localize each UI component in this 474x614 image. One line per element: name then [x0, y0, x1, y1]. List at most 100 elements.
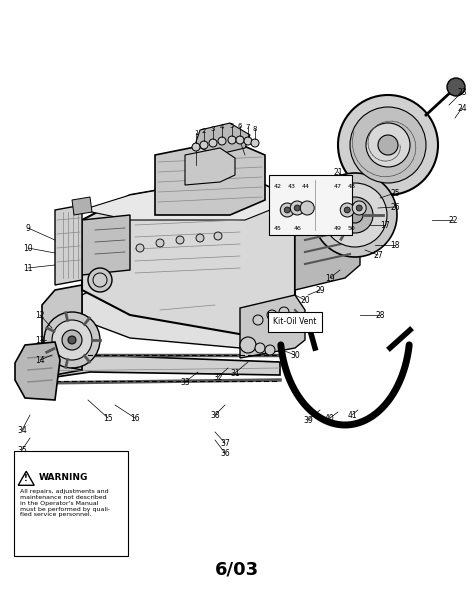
Circle shape [337, 197, 373, 233]
Circle shape [156, 239, 164, 247]
Text: 7: 7 [246, 124, 250, 130]
Circle shape [26, 362, 44, 380]
Text: 22: 22 [448, 216, 458, 225]
Bar [268, 312, 322, 332]
Text: 45: 45 [273, 227, 281, 231]
Circle shape [350, 107, 426, 183]
Circle shape [366, 123, 410, 167]
Text: 10: 10 [23, 244, 33, 252]
Polygon shape [72, 197, 92, 215]
Circle shape [176, 236, 184, 244]
Bar [269, 175, 352, 235]
Text: 35: 35 [17, 446, 27, 454]
Circle shape [200, 141, 208, 149]
Polygon shape [295, 205, 360, 290]
Text: 33: 33 [180, 378, 190, 386]
Text: 5: 5 [230, 123, 234, 129]
Text: 46: 46 [293, 227, 301, 231]
Text: 17: 17 [380, 220, 390, 230]
Circle shape [68, 336, 76, 344]
Polygon shape [195, 123, 250, 155]
Text: 30: 30 [290, 351, 300, 360]
Text: 28: 28 [375, 311, 385, 319]
Text: 23: 23 [457, 88, 467, 96]
Polygon shape [82, 175, 295, 335]
Circle shape [279, 307, 289, 317]
Circle shape [284, 207, 290, 213]
Text: 29: 29 [315, 286, 325, 295]
Text: 16: 16 [130, 413, 140, 422]
Text: 44: 44 [301, 184, 309, 190]
Circle shape [218, 137, 226, 145]
Polygon shape [185, 148, 235, 185]
Text: 1: 1 [194, 130, 198, 136]
Text: 18: 18 [390, 241, 400, 249]
Circle shape [62, 330, 82, 350]
Circle shape [267, 310, 277, 320]
Polygon shape [155, 140, 265, 215]
Polygon shape [15, 342, 60, 400]
Text: 6/03: 6/03 [215, 561, 259, 579]
Text: 47: 47 [333, 184, 341, 190]
Circle shape [356, 205, 362, 211]
Bar [52, 320, 74, 348]
Text: 38: 38 [210, 411, 220, 419]
Polygon shape [82, 260, 295, 348]
Text: 4: 4 [220, 124, 224, 130]
Text: 39: 39 [303, 416, 313, 424]
Polygon shape [35, 355, 280, 380]
Text: 37: 37 [220, 438, 230, 448]
Text: !: ! [24, 474, 28, 483]
Text: 49: 49 [333, 227, 341, 231]
Text: 42: 42 [273, 184, 281, 190]
Text: WARNING: WARNING [39, 473, 89, 482]
Polygon shape [55, 205, 82, 285]
Text: 50: 50 [347, 227, 355, 231]
Polygon shape [55, 338, 70, 348]
Polygon shape [42, 285, 82, 375]
Circle shape [44, 312, 100, 368]
Circle shape [236, 136, 244, 144]
Circle shape [447, 78, 465, 96]
Circle shape [290, 201, 304, 215]
Circle shape [228, 136, 236, 144]
Text: 32: 32 [213, 373, 223, 381]
Text: 31: 31 [230, 368, 240, 378]
Circle shape [52, 320, 92, 360]
Circle shape [192, 143, 200, 151]
Text: 40: 40 [325, 413, 335, 422]
Circle shape [352, 201, 366, 215]
Circle shape [253, 315, 263, 325]
Polygon shape [18, 472, 34, 485]
Text: 26: 26 [390, 203, 400, 211]
Bar [14, 451, 128, 556]
Circle shape [251, 139, 259, 147]
Polygon shape [82, 175, 295, 220]
Circle shape [240, 337, 256, 353]
Text: 6: 6 [238, 123, 242, 129]
Circle shape [338, 95, 438, 195]
Text: 8: 8 [253, 126, 257, 132]
Circle shape [255, 343, 265, 353]
Circle shape [265, 345, 275, 355]
Circle shape [88, 268, 112, 292]
Text: 2: 2 [202, 128, 206, 134]
Text: 36: 36 [220, 448, 230, 457]
Circle shape [209, 139, 217, 147]
Circle shape [300, 201, 314, 215]
Text: All repairs, adjustments and
maintenance not described
in the Operator's Manual
: All repairs, adjustments and maintenance… [20, 489, 110, 518]
Circle shape [280, 203, 294, 217]
Text: 34: 34 [17, 426, 27, 435]
Text: 27: 27 [373, 251, 383, 260]
Text: 48: 48 [347, 184, 355, 190]
Circle shape [294, 205, 300, 211]
Circle shape [244, 137, 252, 145]
Text: 12: 12 [35, 311, 45, 319]
Circle shape [196, 234, 204, 242]
Text: Kit-Oil Vent: Kit-Oil Vent [273, 317, 317, 326]
Text: 41: 41 [347, 411, 357, 419]
Text: 20: 20 [300, 295, 310, 305]
Text: 19: 19 [325, 273, 335, 282]
Circle shape [340, 203, 354, 217]
Circle shape [378, 135, 398, 155]
